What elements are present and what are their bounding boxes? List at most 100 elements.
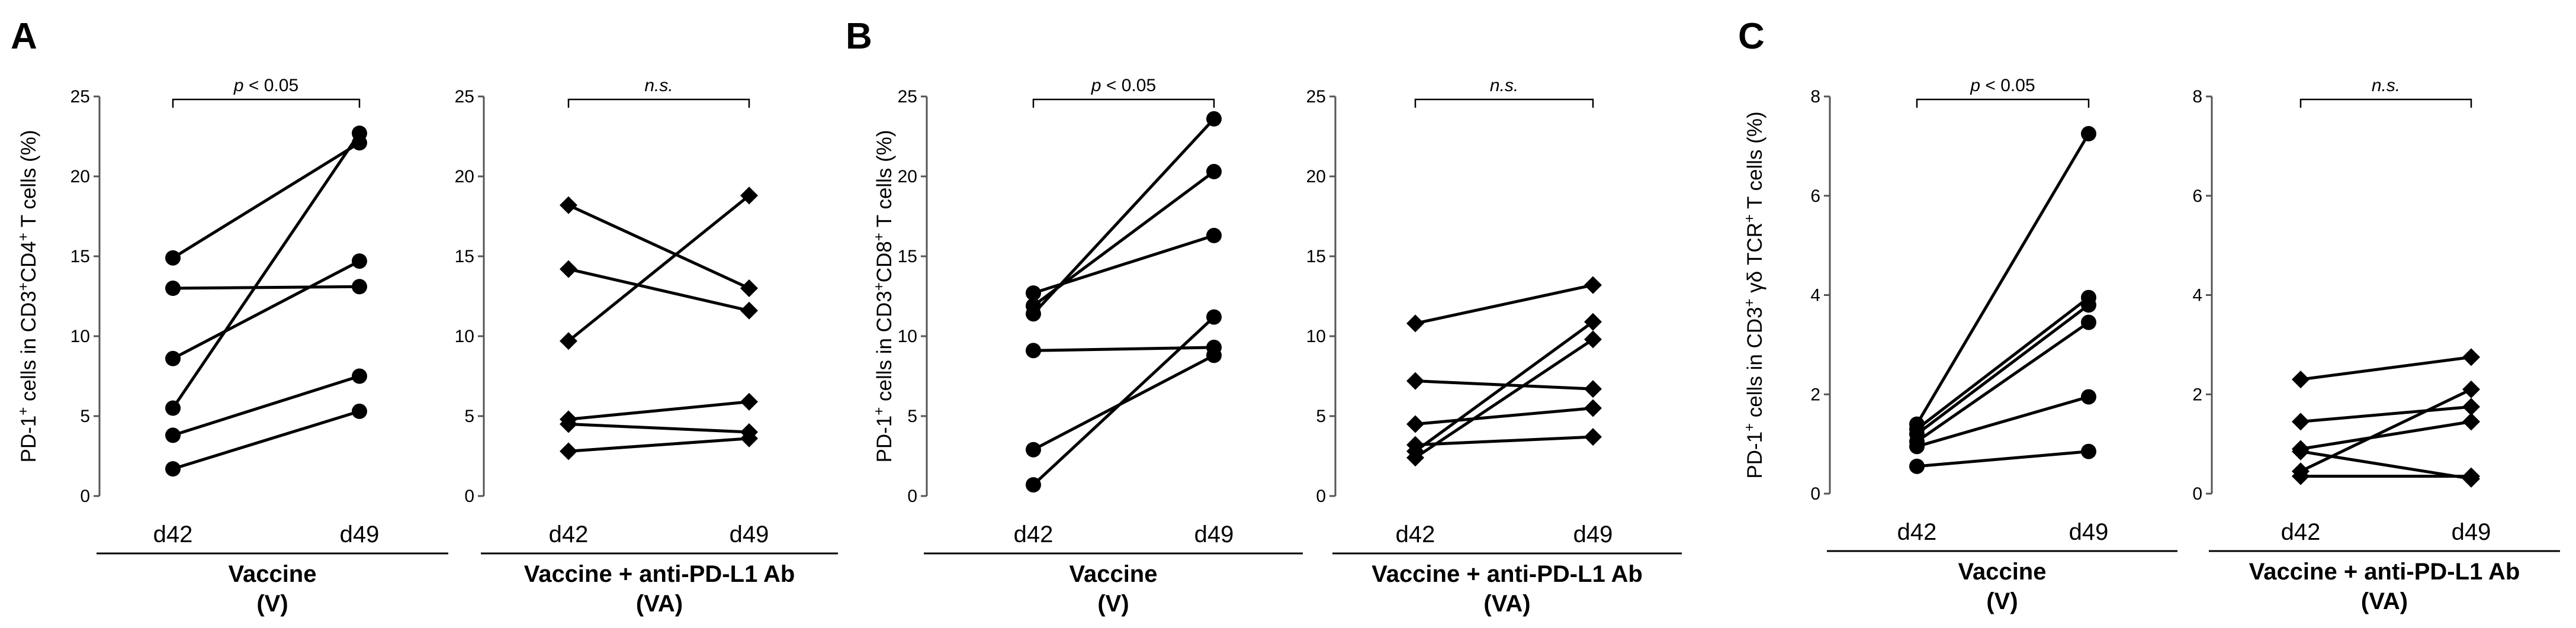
y-tick-label: 0 — [80, 487, 90, 506]
series-line — [567, 204, 750, 290]
data-point-d42 — [165, 461, 181, 477]
series-line — [2300, 355, 2472, 381]
group-sublabel: (VA) — [636, 591, 683, 617]
data-point-d49 — [2081, 297, 2096, 313]
series-s3 — [165, 253, 367, 366]
series-s1 — [2292, 348, 2480, 389]
y-axis-label: PD-1+ cells in CD3+CD8+ T cells (%) — [871, 130, 897, 462]
series-line — [1415, 407, 1594, 426]
y-tick-label: 25 — [1306, 87, 1326, 107]
data-point-d49 — [1584, 276, 1602, 294]
data-point-d49 — [352, 125, 367, 141]
data-point-d42 — [165, 281, 181, 296]
x-tick-label-d49: d49 — [2069, 519, 2109, 545]
plot-3: 0 5 10 15 20 25 d42 d49 Vaccine (V) p < 0.05 PD-1+ … — [871, 76, 1303, 617]
series-line — [1414, 320, 1594, 453]
y-tick-label: 0 — [464, 487, 474, 506]
series-s6 — [1406, 330, 1602, 467]
group-sublabel: (V) — [256, 591, 288, 617]
series-s3 — [1406, 399, 1602, 433]
data-point-d49 — [2462, 348, 2480, 366]
significance-label: p < 0.05 — [1970, 76, 2035, 95]
series-line — [568, 437, 750, 453]
significance-bracket — [1414, 98, 1594, 108]
y-tick-label: 8 — [1810, 87, 1820, 107]
series-s4 — [1026, 339, 1222, 359]
data-point-d49 — [2462, 398, 2480, 416]
data-point-d49 — [1584, 380, 1602, 398]
data-point-d49 — [740, 392, 758, 411]
series-line — [171, 132, 361, 409]
data-point-d42 — [2292, 371, 2310, 389]
series-line — [1032, 118, 1215, 315]
plot-4: 0 5 10 15 20 25 d42 d49 Vaccine + anti-PD-L1 Ab (… — [1306, 76, 1682, 617]
series-line — [2300, 420, 2472, 450]
data-point-d49 — [1206, 163, 1222, 179]
significance-bracket — [1032, 98, 1215, 108]
data-point-d49 — [1584, 399, 1602, 417]
y-tick-label: 8 — [2192, 87, 2202, 107]
series-line — [2299, 388, 2472, 473]
data-point-d49 — [2081, 125, 2096, 141]
panel-letter-b: B — [846, 16, 872, 57]
series-line — [568, 400, 750, 421]
series-line — [1414, 338, 1594, 459]
y-tick-label: 6 — [2192, 186, 2202, 206]
data-point-d42 — [560, 260, 577, 278]
data-point-d42 — [165, 400, 181, 416]
data-point-d49 — [2462, 380, 2480, 398]
data-point-d42 — [1026, 285, 1041, 301]
series-line — [2300, 405, 2472, 423]
data-point-d49 — [1206, 227, 1222, 243]
data-point-d49 — [2081, 389, 2096, 405]
plot-1: 0 5 10 15 20 25 d42 d49 Vaccine (V) p < 0.05 PD-1+ … — [15, 76, 448, 617]
significance-bracket — [172, 98, 361, 108]
series-s4 — [560, 392, 758, 429]
data-point-d42 — [560, 196, 577, 214]
series-s5 — [1909, 389, 2096, 455]
series-s6 — [1026, 309, 1222, 493]
y-tick-label: 0 — [2192, 484, 2202, 504]
series-s3 — [1026, 111, 1222, 322]
data-point-d49 — [352, 279, 367, 295]
x-tick-label-d49: d49 — [1194, 521, 1234, 548]
series-s5 — [165, 368, 367, 443]
x-tick-label-d49: d49 — [730, 521, 769, 548]
group-label: Vaccine + anti-PD-L1 Ab — [524, 561, 795, 587]
y-tick-label: 15 — [455, 247, 474, 266]
series-s1 — [1406, 276, 1602, 333]
series-s1 — [560, 196, 758, 297]
series-s2 — [165, 279, 367, 296]
series-line — [172, 259, 361, 360]
series-line — [2300, 450, 2472, 481]
data-point-d42 — [1026, 477, 1041, 493]
y-tick-label: 10 — [1306, 327, 1326, 346]
group-label: Vaccine — [1958, 559, 2046, 585]
data-point-d49 — [2081, 314, 2096, 330]
significance-bracket — [1916, 98, 2090, 108]
y-tick-label: 2 — [1810, 385, 1820, 404]
series-line — [172, 410, 360, 471]
series-line — [567, 194, 750, 343]
data-point-d49 — [740, 186, 758, 205]
significance-label: n.s. — [644, 76, 673, 95]
plot-2: 0 5 10 15 20 25 d42 d49 Vaccine + anti-PD-L1 Ab (… — [455, 76, 838, 617]
series-s6 — [165, 403, 367, 477]
group-sublabel: (V) — [1986, 588, 2018, 614]
y-tick-label: 5 — [80, 407, 90, 426]
y-tick-label: 10 — [898, 327, 917, 346]
y-tick-label: 10 — [455, 327, 474, 346]
data-point-d42 — [165, 250, 181, 266]
y-tick-label: 15 — [1306, 247, 1326, 266]
significance-label: p < 0.05 — [1091, 76, 1156, 95]
series-line — [1916, 395, 2089, 448]
data-point-d49 — [740, 279, 758, 297]
group-label: Vaccine — [228, 561, 316, 587]
series-line — [1916, 296, 2090, 430]
y-tick-label: 6 — [1810, 186, 1820, 206]
series-s6 — [1909, 443, 2096, 474]
data-point-d42 — [1406, 415, 1424, 433]
data-point-d49 — [1584, 330, 1602, 349]
group-label: Vaccine + anti-PD-L1 Ab — [1371, 561, 1643, 587]
